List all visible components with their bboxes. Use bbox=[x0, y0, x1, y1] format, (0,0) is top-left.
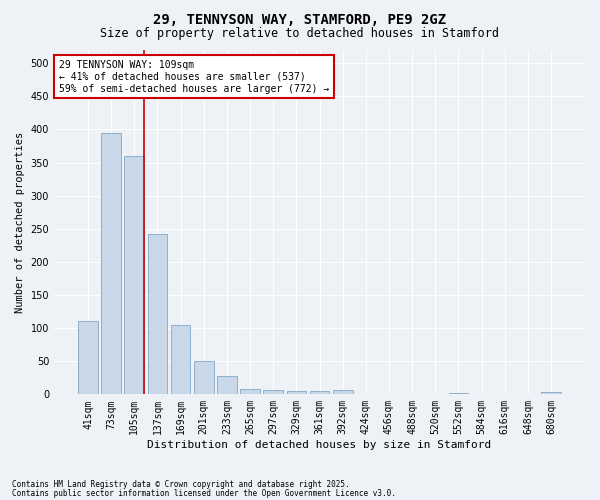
Text: 29, TENNYSON WAY, STAMFORD, PE9 2GZ: 29, TENNYSON WAY, STAMFORD, PE9 2GZ bbox=[154, 12, 446, 26]
Text: Size of property relative to detached houses in Stamford: Size of property relative to detached ho… bbox=[101, 28, 499, 40]
Bar bbox=[124, 156, 144, 394]
Text: Contains HM Land Registry data © Crown copyright and database right 2025.: Contains HM Land Registry data © Crown c… bbox=[12, 480, 350, 489]
X-axis label: Distribution of detached houses by size in Stamford: Distribution of detached houses by size … bbox=[148, 440, 491, 450]
Text: 29 TENNYSON WAY: 109sqm
← 41% of detached houses are smaller (537)
59% of semi-d: 29 TENNYSON WAY: 109sqm ← 41% of detache… bbox=[59, 60, 329, 94]
Bar bbox=[240, 389, 260, 394]
Bar bbox=[217, 376, 237, 394]
Bar bbox=[263, 390, 283, 394]
Text: Contains public sector information licensed under the Open Government Licence v3: Contains public sector information licen… bbox=[12, 488, 396, 498]
Bar bbox=[287, 391, 306, 394]
Bar bbox=[171, 325, 190, 394]
Y-axis label: Number of detached properties: Number of detached properties bbox=[15, 132, 25, 313]
Bar bbox=[449, 393, 468, 394]
Bar bbox=[148, 234, 167, 394]
Bar bbox=[78, 322, 98, 394]
Bar bbox=[541, 392, 561, 394]
Bar bbox=[333, 390, 353, 394]
Bar bbox=[101, 133, 121, 394]
Bar bbox=[310, 391, 329, 394]
Bar bbox=[194, 361, 214, 394]
